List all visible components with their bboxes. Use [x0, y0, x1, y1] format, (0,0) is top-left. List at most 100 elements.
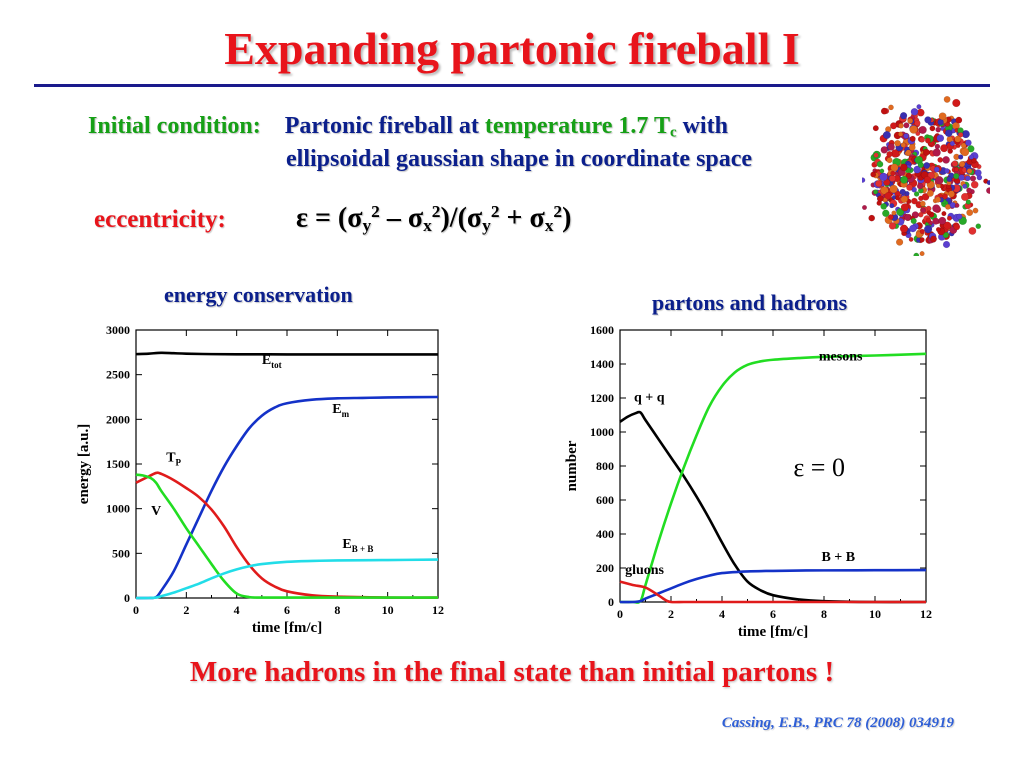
formula-sup: 2 [371, 202, 380, 221]
initial-condition-line-2: ellipsoidal gaussian shape in coordinate… [286, 146, 753, 172]
formula-sup: 2 [490, 202, 500, 221]
fireball-particle [900, 195, 908, 203]
initial-condition-text-c: with [682, 113, 728, 139]
fireball-particle [887, 143, 895, 151]
fireball-particle [890, 170, 896, 177]
fireball-particle [889, 184, 898, 194]
fireball-particle [880, 146, 888, 154]
initial-condition-label: Initial condition: [88, 113, 261, 139]
fireball-particle [933, 166, 940, 173]
fireball-particle [952, 98, 961, 108]
fireball-particle [916, 104, 922, 110]
fireball-particle [924, 116, 932, 124]
x-tick-label: 2 [668, 607, 674, 621]
series-annotation: ε = 0 [793, 453, 845, 482]
fireball-particle [906, 184, 913, 191]
fireball-particle [946, 215, 952, 221]
fireball-particle [942, 156, 950, 164]
series-annotation: TP [166, 450, 181, 467]
formula-sub-x: x [544, 215, 554, 235]
fireball-particle [886, 151, 893, 158]
fireball-particle [900, 142, 906, 148]
annotation-subscript: tot [271, 360, 282, 370]
fireball-particle [965, 139, 972, 147]
fireball-particle [913, 165, 922, 174]
series-annotation: Em [332, 402, 349, 419]
x-tick-label: 4 [719, 607, 725, 621]
citation-text: Cassing, E.B., PRC 78 (2008) 034919 [721, 715, 954, 731]
fireball-particle [925, 137, 931, 144]
fireball-particle [966, 209, 974, 217]
formula-sub-y: y [362, 215, 372, 235]
fireball-particle [898, 131, 904, 137]
fireball-particle [966, 168, 973, 174]
fireball-particle [938, 216, 947, 225]
fireball-particle [909, 135, 916, 142]
fireball-particle [953, 223, 961, 231]
fireball-particle [972, 207, 979, 214]
fireball-particle [932, 148, 941, 157]
fireball-particle [947, 190, 955, 198]
y-tick-label: 200 [596, 561, 614, 575]
fireball-particle [949, 140, 956, 147]
y-tick-label: 1400 [590, 357, 614, 371]
fireball-particle [951, 160, 959, 167]
temperature-text: temperature 1.7 T [484, 113, 670, 139]
x-tick-label: 0 [617, 607, 623, 621]
fireball-particle [919, 200, 926, 207]
fireball-particle [946, 176, 953, 182]
y-tick-label: 800 [596, 459, 614, 473]
y-tick-label: 500 [112, 546, 130, 560]
y-tick-label: 1000 [590, 425, 614, 439]
fireball-particle [896, 207, 905, 216]
fireball-particle [900, 163, 908, 172]
fireball-particle [882, 131, 891, 140]
fireball-particle [971, 157, 977, 164]
chart2-title: partons and hadrons [652, 290, 848, 315]
fireball-particle [935, 226, 941, 232]
conclusion-text: More hadrons in the final state than ini… [189, 656, 835, 688]
series-line-mesons [619, 352, 927, 604]
fireball-particle [889, 203, 895, 209]
fireball-particle [941, 211, 947, 217]
fireball-particle [872, 125, 879, 132]
x-tick-label: 10 [382, 603, 394, 617]
fireball-particle [899, 224, 909, 233]
x-tick-label: 6 [284, 603, 290, 617]
fireball-particle [888, 104, 894, 111]
fireball-particle [876, 160, 884, 168]
fireball-particle [934, 143, 941, 150]
fireball-particle [968, 154, 975, 160]
y-tick-label: 1600 [590, 323, 614, 337]
x-tick-label: 2 [183, 603, 189, 617]
fireball-particle [960, 147, 970, 157]
fireball-particle [868, 214, 875, 222]
fireball-particle [932, 204, 941, 213]
fireball-particle [905, 149, 912, 156]
fireball-particle [890, 122, 898, 130]
formula-sub-y: y [482, 215, 491, 235]
fireball-particle [955, 116, 963, 124]
fireball-particle [905, 172, 912, 180]
fireball-particle [975, 223, 982, 229]
fireball-particle [923, 225, 933, 234]
x-axis-label: time [fm/c] [252, 620, 322, 636]
y-tick-label: 600 [596, 493, 614, 507]
fireball-particle [911, 197, 918, 205]
annotation-subscript: B + B [352, 544, 374, 554]
fireball-particle [960, 142, 967, 149]
fireball-particle [919, 237, 925, 243]
fireball-particle [960, 192, 969, 201]
series-line-t-p [135, 471, 439, 599]
fireball-particle [895, 195, 901, 201]
series-line-e-b-b [135, 558, 439, 600]
fireball-particle [915, 131, 921, 136]
series-line-e-tot [135, 351, 438, 356]
fireball-particle [870, 171, 877, 178]
series-line-e-m [135, 395, 439, 600]
fireball-particle [917, 161, 924, 169]
fireball-particle [919, 228, 925, 235]
fireball-particle [974, 169, 982, 177]
y-axis-label: energy [a.u.] [76, 424, 92, 504]
fireball-particle [954, 203, 960, 208]
